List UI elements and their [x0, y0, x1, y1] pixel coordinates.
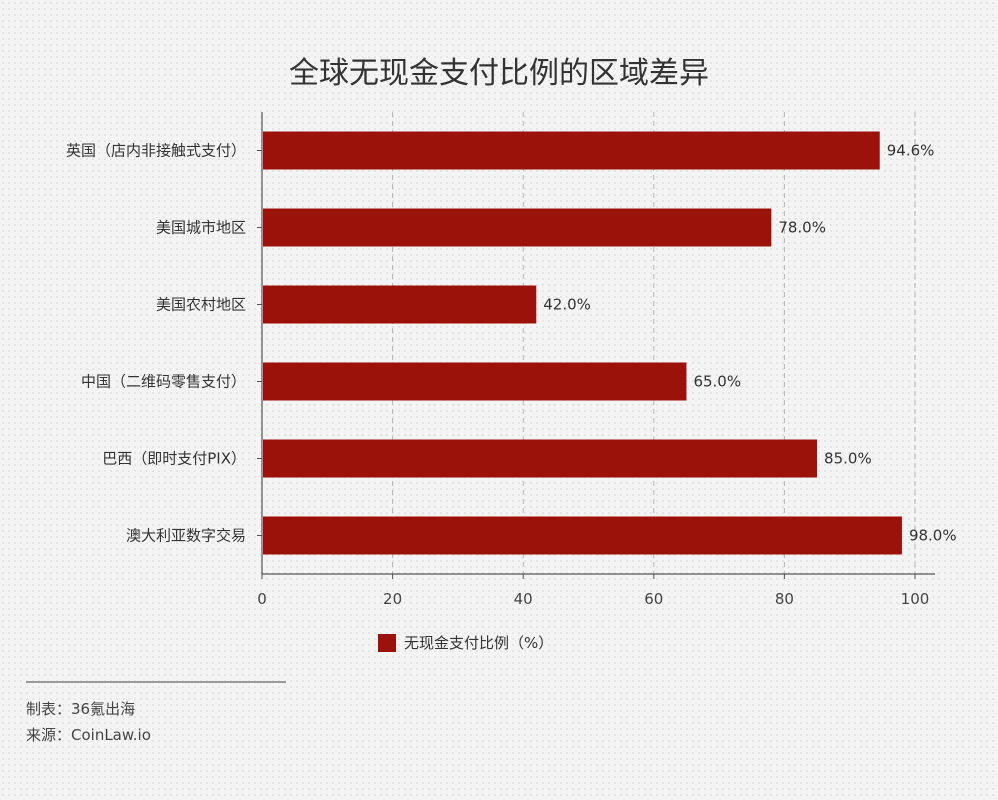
bar [263, 439, 818, 478]
x-tick-label: 20 [383, 590, 402, 608]
legend: 无现金支付比例（%） [378, 632, 553, 653]
axes [257, 112, 935, 579]
value-label: 85.0% [824, 450, 872, 468]
gridlines [392, 112, 916, 574]
footer-source: 来源：CoinLaw.io [26, 726, 151, 744]
x-tick-label: 0 [257, 590, 267, 608]
category-label: 中国（二维码零售支付） [81, 373, 246, 391]
x-tick-label: 60 [644, 590, 663, 608]
legend-label: 无现金支付比例（%） [404, 634, 554, 652]
footer-maker: 制表：36氪出海 [26, 700, 136, 718]
legend-swatch [378, 633, 396, 652]
x-tick-label: 40 [514, 590, 533, 608]
x-tick-label: 100 [901, 590, 930, 608]
bar [263, 362, 687, 401]
bar [263, 131, 880, 170]
bars [263, 131, 902, 555]
category-label: 美国城市地区 [156, 219, 246, 237]
bar [263, 285, 537, 324]
value-label: 78.0% [778, 219, 826, 237]
chart-title: 全球无现金支付比例的区域差异 [289, 56, 709, 91]
bar [263, 516, 902, 555]
footer-divider [26, 681, 286, 683]
value-label: 98.0% [909, 527, 957, 545]
bar [263, 208, 772, 247]
labels: 0 20 40 60 80 100 英国（店内非接触式支付） 94.6% 美国城市地区 78.0%… [66, 142, 957, 609]
category-label: 巴西（即时支付PIX） [102, 450, 246, 468]
value-label: 65.0% [693, 373, 741, 391]
category-label: 美国农村地区 [156, 296, 246, 314]
value-label: 42.0% [543, 296, 591, 314]
x-tick-label: 80 [775, 590, 794, 608]
category-label: 英国（店内非接触式支付） [66, 142, 246, 160]
category-label: 澳大利亚数字交易 [126, 527, 246, 545]
value-label: 94.6% [887, 142, 935, 160]
